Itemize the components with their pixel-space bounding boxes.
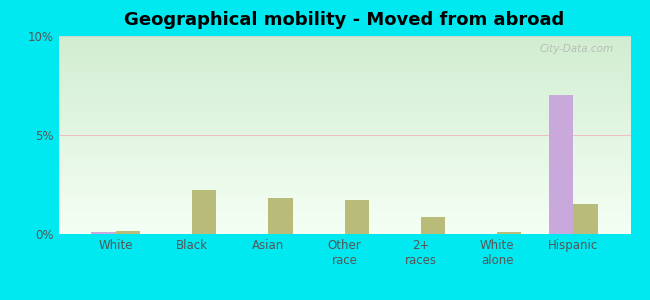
Bar bbox=[268, 198, 292, 234]
Bar bbox=[116, 231, 140, 234]
Bar bbox=[497, 232, 521, 234]
Bar bbox=[344, 200, 369, 234]
Bar bbox=[573, 204, 598, 234]
Bar bbox=[192, 190, 216, 234]
Text: City-Data.com: City-Data.com bbox=[540, 44, 614, 54]
Bar bbox=[421, 217, 445, 234]
Bar bbox=[91, 232, 116, 234]
Title: Geographical mobility - Moved from abroad: Geographical mobility - Moved from abroa… bbox=[124, 11, 565, 29]
Bar bbox=[549, 95, 573, 234]
